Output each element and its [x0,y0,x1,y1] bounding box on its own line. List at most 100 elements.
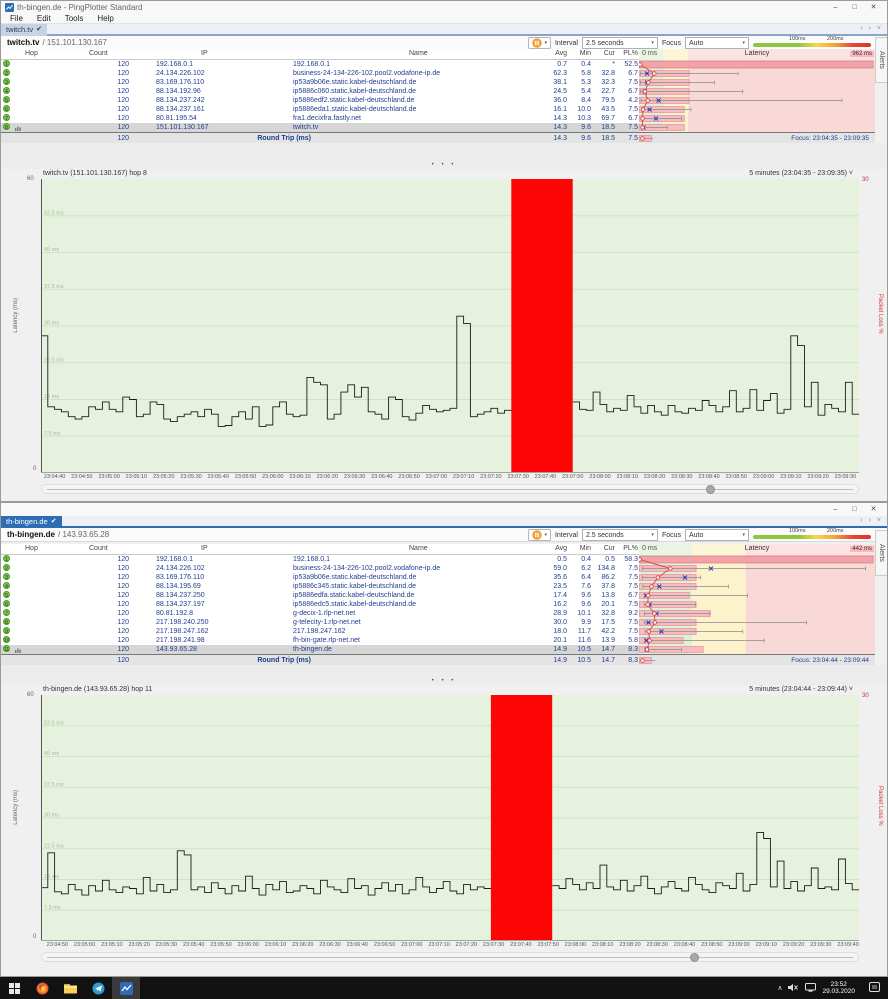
table-row[interactable]: 2 120 24.134.226.102 business-24-134-226-10… [1,564,875,573]
cell: 28.9 [553,610,567,617]
hop-badge: 8 [3,123,10,131]
pane-splitter[interactable]: • • • [1,143,887,169]
close-button[interactable]: ✕ [870,4,877,11]
x-tick-label: 23:04:50 [46,942,69,948]
graph-scrollbar[interactable] [41,484,859,494]
menu-file[interactable]: File [10,14,23,23]
table-row[interactable]: 6 120 88.134.237.161 ip5886eda1.static.kabe… [1,105,875,114]
column-header[interactable]: Avg [555,50,567,57]
telegram-icon[interactable] [84,977,112,999]
column-header[interactable]: Hop [25,50,38,57]
svg-text:15 ms: 15 ms [44,874,59,880]
column-header[interactable]: IP [201,545,208,552]
svg-text:45 ms: 45 ms [44,751,59,757]
table-row[interactable]: 4 120 88.134.195.69 ip5886c345.static.kabel… [1,582,875,591]
firefox-icon[interactable] [28,977,56,999]
column-header[interactable]: Min [579,545,591,552]
column-header[interactable]: Avg [555,545,567,552]
alerts-tab[interactable]: Alerts [875,530,887,576]
network-icon[interactable] [805,979,817,997]
interval-select[interactable]: 2.5 seconds ▾ [581,529,658,541]
x-tick-label: 23:06:00 [237,942,259,948]
cell: 59.0 [553,565,567,572]
close-button[interactable]: ✕ [870,506,877,513]
table-row[interactable]: 2 120 24.134.226.102 business-24-134-226-10… [1,69,875,78]
interval-select[interactable]: 2.5 seconds ▾ [581,37,658,49]
tray-expand-icon[interactable]: ∧ [777,985,783,992]
file-explorer-icon[interactable] [56,977,84,999]
hop-badge: 2 [3,564,10,572]
minimize-button[interactable]: – [833,4,838,11]
cell: 8.3 [628,657,638,664]
table-row[interactable]: 11 120 143.93.65.28 th-bingen.de 14.9 10.5 14.… [1,645,875,654]
focus-select[interactable]: Auto ▾ [685,37,749,49]
table-row[interactable]: 10 120 217.198.241.98 fh-bin-gate.rlp-net.n… [1,636,875,645]
x-axis-ticks: 23:04:40 23:04:50 23:05:00 23:05:10 23:05:20… [41,473,859,481]
hop-badge: 1 [3,555,10,563]
graph-scrollbar[interactable] [41,952,859,962]
table-row[interactable]: 9 120 217.198.247.162 217.198.247.162 18.0 11… [1,627,875,636]
volume-muted-icon[interactable] [788,979,799,997]
pause-button[interactable]: ▾ [528,37,551,49]
cell: 22.7 [601,88,615,95]
scrollbar-thumb[interactable] [706,485,716,494]
table-row[interactable]: 4 120 88.134.192.96 ip5886c060.static.kabel… [1,87,875,96]
pingplotter-taskbar-icon[interactable] [112,977,140,999]
column-header[interactable]: Cur [603,50,615,57]
round-trip-row: 120 Round Trip (ms) 14.9 10.5 14.7 8.3 Focus: … [1,654,875,665]
cell: 14.9 [553,646,567,653]
graph-time-range-select[interactable]: 5 minutes (23:04:35 - 23:09:35) ˅ [749,170,853,177]
table-row[interactable]: 5 120 88.134.237.242 ip5886edf2.static.kabe… [1,96,875,105]
maximize-button[interactable]: □ [852,4,857,11]
column-header[interactable]: IP [201,50,208,57]
graph-time-range-select[interactable]: 5 minutes (23:04:44 - 23:09:44) ˅ [749,686,853,693]
table-row[interactable]: 5 120 88.134.237.250 ip5886edfa.static.kabe… [1,591,875,600]
pane-splitter[interactable]: • • • [1,665,887,685]
maximize-button[interactable]: □ [852,506,857,513]
notification-center-icon[interactable] [869,979,880,997]
tab-thbingen[interactable]: th-bingen.de ✔ [1,516,62,528]
tab-twitch[interactable]: twitch.tv ✔ [1,24,47,36]
table-row[interactable]: 3 120 83.169.176.110 ip53a9b06e.static.kabe… [1,573,875,582]
scrollbar-thumb[interactable] [689,953,699,962]
latency-graph: 7.5 ms 15 ms 22.5 ms 30 ms 37.5 ms 45 ms 52.5 … [41,179,859,473]
column-header[interactable]: Min [579,50,591,57]
window-controls: – □ ✕ [826,1,883,14]
column-header[interactable]: PL% [623,50,638,57]
focus-select[interactable]: Auto ▾ [685,529,749,541]
table-row[interactable]: 7 120 80.81.195.54 fra1.decixfra.fastly.net… [1,114,875,123]
column-header[interactable]: Count [89,545,108,552]
table-row[interactable]: 1 120 192.168.0.1 192.168.0.1 0.5 0.4 0.5 58.3 [1,555,875,564]
column-header[interactable]: Name [409,50,428,57]
menu-edit[interactable]: Edit [36,14,51,23]
x-tick-label: 23:07:00 [401,942,423,948]
tab-nav-arrows[interactable]: ‹ › ˅ [860,25,883,32]
minimize-button[interactable]: – [833,506,838,513]
tab-nav-arrows[interactable]: ‹ › ˅ [860,517,883,524]
menu-tools[interactable]: Tools [64,14,84,23]
latency-header-label: Latency [744,545,770,552]
taskbar-clock[interactable]: 23:52 29.03.2020 [822,981,855,996]
cell: 10.3 [577,115,591,122]
cell: 24.5 [553,88,567,95]
table-header: Hop Count IP Name Avg Min Cur PL% 0 ms Latency 962… [1,49,875,60]
table-row[interactable]: 3 120 83.169.176.110 ip53a9b06e.static.kabe… [1,78,875,87]
pause-button[interactable]: ▾ [528,529,551,541]
column-header[interactable]: Count [89,50,108,57]
start-button[interactable] [0,977,28,999]
table-row[interactable]: 8 120 217.198.240.250 g-telecity-1.rlp-net.… [1,618,875,627]
column-header[interactable]: Cur [603,545,615,552]
column-header[interactable]: Name [409,545,428,552]
menu-help[interactable]: Help [97,14,114,23]
table-row[interactable]: 6 120 88.134.237.197 ip5886edc5.static.kabe… [1,600,875,609]
column-header[interactable]: PL% [623,545,638,552]
table-row[interactable]: 8 120 151.101.130.167 twitch.tv 14.3 9.6 18.5 7… [1,123,875,132]
table-row[interactable]: 1 120 192.168.0.1 192.168.0.1 0.7 0.4 * 52.5 [1,60,875,69]
cell: 217.198.241.98 [156,637,205,644]
alerts-tab[interactable]: Alerts [875,37,887,83]
table-row[interactable]: 7 120 80.81.192.8 g-decix-1.rlp-net.net 28.9… [1,609,875,618]
column-header[interactable]: Hop [25,545,38,552]
right-axis-max-label: 30 [862,693,869,699]
x-tick-label: 23:07:20 [455,942,478,948]
x-tick-label: 23:08:00 [564,942,587,948]
